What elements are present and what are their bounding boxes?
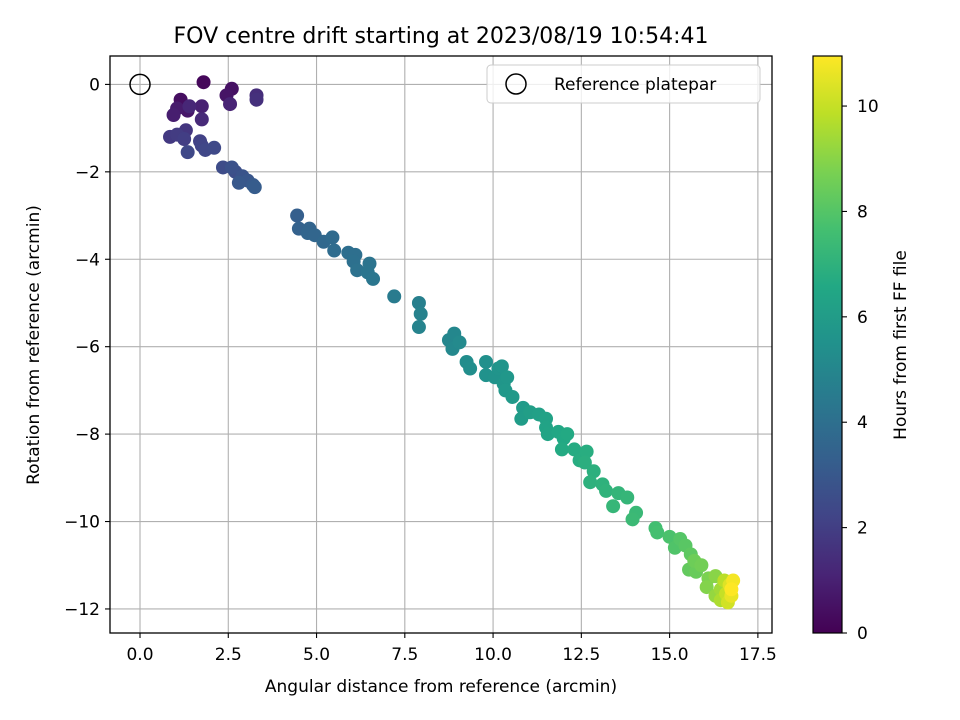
- data-point: [194, 99, 209, 114]
- data-point: [560, 427, 575, 442]
- data-point: [662, 529, 677, 544]
- reference-platepar-marker: [129, 73, 151, 96]
- legend-marker-reference: [505, 73, 527, 95]
- data-point: [699, 580, 714, 595]
- y-axis: 0 −2 −4 −6 −8 −10 −12: [64, 75, 110, 620]
- data-point: [290, 208, 305, 223]
- colorbar-tick-label: 4: [857, 413, 868, 433]
- data-point: [387, 289, 402, 304]
- y-tick-label: −6: [75, 338, 100, 358]
- colorbar-tick-label: 10: [857, 97, 879, 117]
- data-point: [606, 499, 621, 514]
- data-point: [366, 271, 381, 286]
- data-point: [694, 558, 709, 573]
- data-point: [196, 75, 211, 90]
- data-point: [182, 99, 197, 114]
- colorbar-ticks: 0 2 4 6 8 10: [842, 97, 879, 644]
- data-point: [540, 427, 555, 442]
- y-tick-label: −12: [64, 600, 100, 620]
- data-point: [567, 442, 582, 457]
- data-point: [223, 97, 238, 112]
- data-point: [577, 455, 592, 470]
- y-tick-label: −4: [75, 250, 100, 270]
- data-point: [166, 108, 181, 123]
- data-point: [583, 475, 598, 490]
- x-tick-label: 2.5: [215, 645, 242, 665]
- data-point: [620, 490, 635, 505]
- x-tick-label: 7.5: [391, 645, 418, 665]
- x-axis: 0.0 2.5 5.0 7.5 10.0 12.5 15.0 17.5: [126, 633, 777, 665]
- data-point: [180, 145, 195, 160]
- data-point: [579, 444, 594, 459]
- colorbar-tick-label: 2: [857, 519, 868, 539]
- data-point: [724, 582, 739, 597]
- x-tick-label: 12.5: [562, 645, 600, 665]
- legend-box: [486, 64, 761, 104]
- data-point: [500, 370, 515, 385]
- legend-label-reference: Reference platepar: [554, 75, 716, 95]
- data-point: [411, 320, 426, 335]
- data-point: [231, 175, 246, 190]
- colorbar-tick-label: 0: [857, 624, 868, 644]
- x-tick-label: 5.0: [303, 645, 330, 665]
- grid: [110, 56, 772, 633]
- data-point: [413, 306, 428, 321]
- data-point: [650, 525, 665, 540]
- x-tick-label: 10.0: [474, 645, 512, 665]
- chart-title: FOV centre drift starting at 2023/08/19 …: [174, 24, 709, 49]
- y-tick-label: −2: [75, 163, 100, 183]
- data-point: [327, 243, 342, 258]
- colorbar-tick-label: 6: [857, 308, 868, 328]
- x-tick-label: 0.0: [126, 645, 153, 665]
- data-points: [129, 73, 741, 610]
- plot-frame: [109, 55, 773, 634]
- y-tick-label: 0: [89, 75, 100, 95]
- data-point: [177, 132, 192, 147]
- data-point: [411, 295, 426, 310]
- data-point: [586, 464, 601, 479]
- data-point: [194, 112, 209, 127]
- colorbar: 0 2 4 6 8 10 Hours from first FF file: [812, 55, 911, 644]
- data-point: [247, 180, 262, 195]
- y-axis-label: Rotation from reference (arcmin): [24, 205, 44, 485]
- data-point: [249, 92, 264, 107]
- data-point: [207, 140, 222, 155]
- colorbar-tick-label: 8: [857, 202, 868, 222]
- legend: Reference platepar: [486, 64, 761, 104]
- colorbar-gradient: [812, 55, 843, 634]
- data-point: [599, 483, 614, 498]
- data-point: [325, 230, 340, 245]
- x-tick-label: 17.5: [739, 645, 777, 665]
- data-point: [505, 389, 520, 404]
- data-point: [224, 160, 239, 175]
- data-point: [554, 442, 569, 457]
- data-point: [350, 263, 365, 278]
- data-point: [625, 512, 640, 527]
- y-tick-label: −8: [75, 425, 100, 445]
- data-point: [494, 359, 509, 374]
- colorbar-label: Hours from first FF file: [891, 250, 911, 440]
- data-point: [479, 354, 494, 369]
- data-point: [452, 335, 467, 350]
- x-tick-label: 15.0: [651, 645, 689, 665]
- x-axis-label: Angular distance from reference (arcmin): [265, 677, 617, 697]
- data-point: [463, 361, 478, 376]
- y-tick-label: −10: [64, 513, 100, 533]
